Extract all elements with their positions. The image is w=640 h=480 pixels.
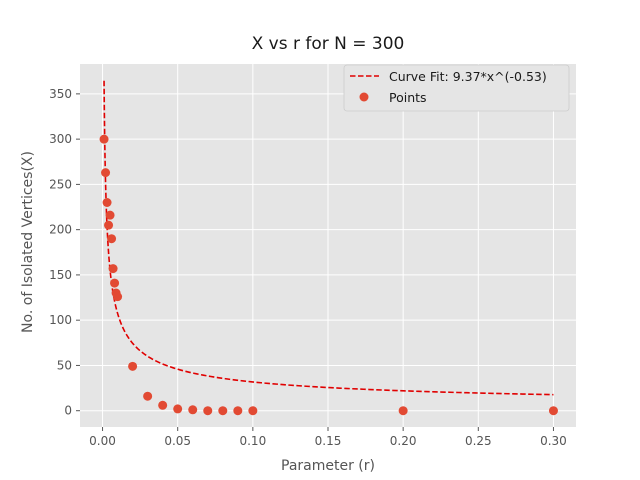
legend-label-curve-fit: Curve Fit: 9.37*x^(-0.53): [389, 69, 547, 84]
legend-marker-points: [359, 92, 369, 102]
x-tick-label: 0.25: [465, 434, 492, 448]
y-tick-label: 200: [49, 223, 72, 237]
y-axis-ticks: 0 50 100 150 200 250 300 350: [49, 87, 80, 418]
y-tick-label: 350: [49, 87, 72, 101]
y-axis-label: No. of Isolated Vertices(X): [20, 151, 36, 333]
data-point: [110, 278, 120, 288]
x-tick-label: 0.15: [315, 434, 342, 448]
y-tick-label: 150: [49, 268, 72, 282]
x-tick-label: 0.05: [164, 434, 191, 448]
y-tick-label: 50: [57, 358, 72, 372]
legend-label-points: Points: [389, 90, 427, 105]
data-point: [107, 234, 117, 244]
data-point: [233, 406, 243, 416]
data-point: [105, 210, 115, 220]
chart-title: X vs r for N = 300: [252, 34, 405, 54]
data-point: [158, 400, 168, 410]
data-point: [101, 168, 111, 178]
legend: Curve Fit: 9.37*x^(-0.53) Points: [343, 64, 570, 112]
data-point: [203, 406, 213, 416]
y-tick-label: 0: [64, 404, 72, 418]
data-point: [143, 391, 153, 401]
curve-fit-line: [103, 80, 554, 396]
y-tick-label: 100: [49, 313, 72, 327]
data-point: [173, 404, 183, 414]
data-point: [398, 406, 408, 416]
data-point: [104, 220, 114, 230]
y-tick-label: 300: [49, 132, 72, 146]
data-point: [128, 361, 138, 371]
data-point: [102, 198, 112, 208]
x-tick-label: 0.00: [89, 434, 116, 448]
x-axis-ticks: 0.00 0.05 0.10 0.15 0.20 0.25 0.30: [89, 427, 567, 448]
data-point: [548, 406, 558, 416]
data-point: [188, 405, 198, 415]
data-point: [108, 264, 118, 274]
x-axis-label: Parameter (r): [281, 458, 375, 474]
data-point: [113, 292, 123, 302]
scatter-points: [99, 134, 558, 416]
data-point: [218, 406, 228, 416]
legend-box: [343, 64, 570, 112]
x-tick-label: 0.30: [540, 434, 567, 448]
data-point: [248, 406, 258, 416]
x-tick-label: 0.20: [390, 434, 417, 448]
x-tick-label: 0.10: [239, 434, 266, 448]
y-tick-label: 250: [49, 177, 72, 191]
data-point: [99, 134, 109, 144]
grid: [80, 64, 576, 427]
